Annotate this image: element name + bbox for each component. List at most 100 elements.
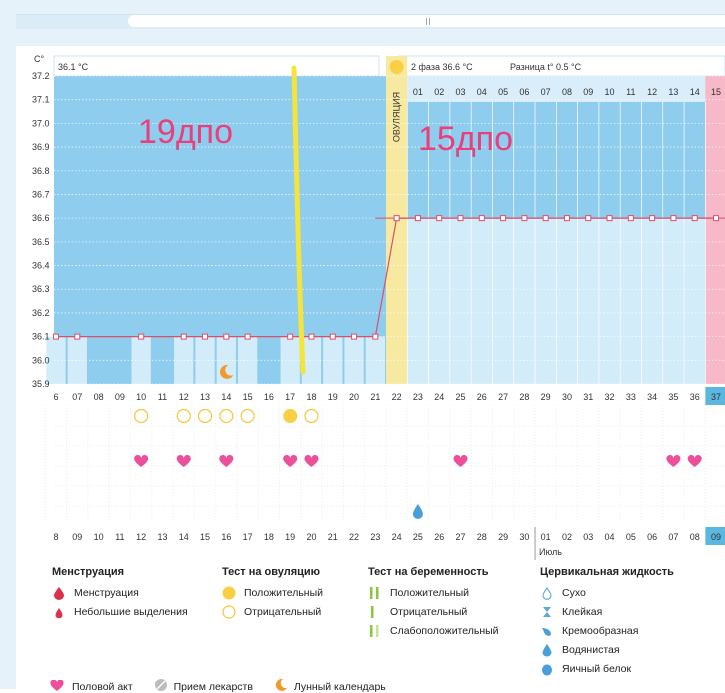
- cycle-day-number: 35: [668, 392, 678, 402]
- month-label: Июль: [539, 547, 562, 557]
- intercourse-heart-icon: [283, 454, 298, 467]
- phase1-label: 36.1 °C: [58, 62, 89, 72]
- timeline-scrollbar[interactable]: [0, 0, 725, 46]
- ovulation-label: ОВУЛЯЦИЯ: [392, 92, 402, 142]
- date-number: 06: [647, 532, 657, 542]
- day-cell: [365, 336, 385, 384]
- temperature-point: [414, 215, 421, 222]
- temperature-point: [53, 333, 59, 340]
- legend-item: Лунный календарь: [274, 678, 386, 693]
- temperature-point: [244, 333, 251, 340]
- date-number: 09: [72, 532, 82, 542]
- legend-item: Половой акт: [50, 679, 133, 693]
- dpo-number: 11: [626, 87, 635, 97]
- dpo-number: 09: [583, 87, 593, 97]
- highlight-column: [705, 76, 725, 384]
- temperature-point: [649, 215, 656, 222]
- temperature-point: [329, 333, 336, 340]
- annotation-left: 19дпо: [138, 113, 233, 151]
- scrollbar-grip-icon[interactable]: [426, 18, 427, 25]
- temperature-line: [56, 217, 716, 338]
- dpo-number: 06: [519, 87, 529, 97]
- drop-icon: [52, 586, 66, 600]
- cycle-day-number: 16: [264, 392, 274, 402]
- date-number: 21: [328, 532, 338, 542]
- dpo-number: 03: [456, 87, 466, 97]
- y-tick-label: 36.2: [32, 308, 50, 318]
- legend-item: Положительный: [222, 583, 323, 602]
- double-bar-icon: [368, 586, 382, 600]
- legend-label: Отрицательный: [244, 605, 322, 618]
- moon-icon: [275, 678, 287, 691]
- legend-item: Кремообразная: [540, 621, 674, 640]
- dpo-number: 13: [668, 87, 678, 97]
- y-tick-label: 37.2: [32, 71, 50, 81]
- legend-item: Положительный: [368, 583, 499, 602]
- temperature-point: [713, 215, 719, 222]
- lower-grid: [54, 405, 725, 523]
- legend-label: Менструация: [74, 586, 139, 599]
- ovulation-test-negative: [219, 408, 234, 424]
- scrollbar-grip-icon[interactable]: [429, 18, 430, 25]
- phase1-header: [53, 55, 380, 77]
- legend-item: Небольшие выделения: [52, 602, 188, 621]
- creamy-icon: [540, 624, 554, 638]
- date-number: 26: [434, 532, 444, 542]
- legend-label: Лунный календарь: [293, 681, 386, 693]
- ovulation-test-negative: [197, 408, 213, 424]
- legend-item: Клейкая: [540, 602, 674, 621]
- day-cell: [301, 336, 322, 384]
- ovulation-test-negative: [240, 408, 255, 424]
- cycle-day-number: 13: [200, 392, 210, 402]
- date-number: 27: [456, 532, 466, 542]
- y-tick-label: 35.9: [32, 379, 50, 389]
- y-tick-label: 36.7: [32, 189, 50, 199]
- ovulation-sun-icon: [389, 60, 404, 74]
- empty-circle-icon: [222, 604, 236, 619]
- cycle-day-number: 33: [626, 392, 636, 402]
- cycle-day-number: 31: [583, 392, 593, 402]
- legend-menstruation-title: Менструация: [52, 566, 125, 578]
- temperature-point: [606, 215, 613, 222]
- dpo-number: 12: [647, 87, 657, 97]
- temperature-point: [308, 333, 315, 340]
- temperature-point: [670, 215, 677, 222]
- dpo-number: 15: [711, 87, 721, 97]
- watery-drop-icon: [540, 643, 554, 657]
- legend-item: Отрицательный: [368, 602, 499, 621]
- legend-bottom-row: Половой акт Прием лекарств Лунный календ…: [50, 678, 404, 693]
- cycle-day-number: 29: [541, 392, 551, 402]
- date-number: 23: [370, 532, 380, 542]
- cycle-day-number: 11: [158, 392, 167, 402]
- dpo-number: 14: [690, 87, 700, 97]
- dpo-number: 04: [477, 87, 487, 97]
- cycle-day-number: 22: [392, 392, 402, 402]
- highlighter-stroke: [291, 65, 306, 375]
- day-cell: [67, 336, 87, 384]
- date-number: 30: [519, 532, 529, 542]
- legend-label: Слабоположительный: [390, 624, 499, 637]
- temperature-point: [202, 333, 209, 340]
- date-number: 14: [179, 532, 189, 542]
- legend-item: Яичный белок: [540, 659, 674, 678]
- y-tick-label: 36.5: [32, 237, 50, 247]
- legend-ovulation-test: Тест на овуляцию Положительный Отрицател…: [222, 566, 323, 621]
- date-number: 04: [605, 532, 615, 542]
- faint-bar-icon: [368, 624, 382, 638]
- temperature-point: [351, 333, 358, 340]
- date-number: 19: [285, 532, 295, 542]
- temperature-point: [372, 333, 379, 340]
- intercourse-heart-icon: [687, 454, 702, 467]
- legend-label: Прием лекарств: [173, 681, 253, 693]
- legend-item: Прием лекарств: [154, 678, 253, 693]
- legend-item: Водянистая: [540, 640, 674, 659]
- y-tick-label: 36.3: [32, 284, 50, 294]
- date-number: 20: [306, 532, 316, 542]
- legend-label: Положительный: [390, 586, 470, 599]
- legend-label: Водянистая: [562, 643, 620, 656]
- date-number: 29: [498, 532, 508, 542]
- day-cell: [46, 336, 66, 384]
- temperature-point: [457, 215, 464, 222]
- cycle-day-number: 26: [477, 392, 487, 402]
